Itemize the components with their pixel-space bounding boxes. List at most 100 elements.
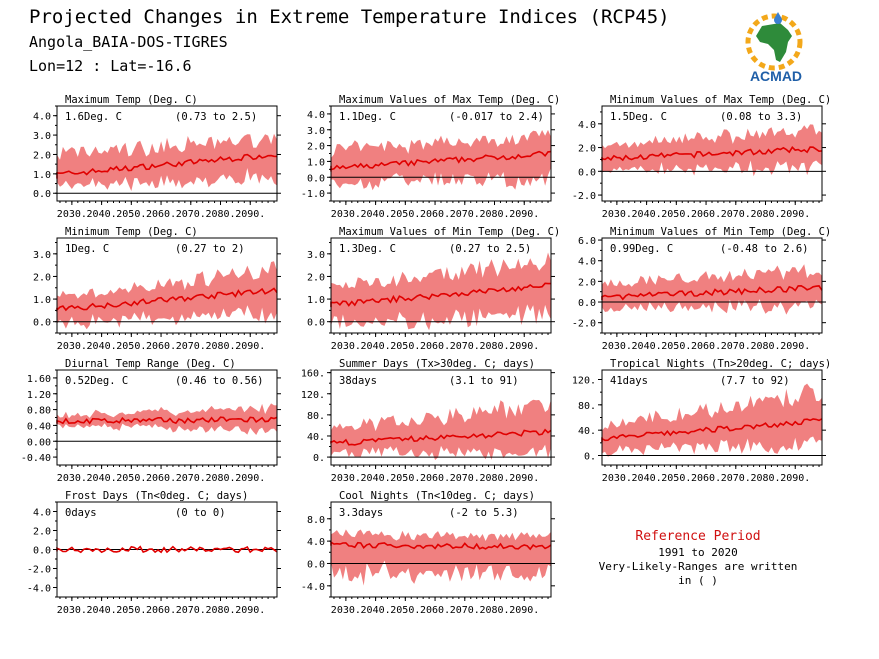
likely-range-label: (0.73 to 2.5) [175,111,257,123]
mean-change-label: 0.52Deg. C [65,375,128,387]
x-tick-label: 2050. [390,473,420,484]
chart-title: Cool Nights (Tn<10deg. C; days) [339,490,535,502]
chart-title: Minimum Values of Min Temp (Deg. C) [610,226,831,238]
reference-title: Reference Period [635,529,761,544]
mean-line [56,287,278,312]
chart-title: Diurnal Temp Range (Deg. C) [65,358,236,370]
chart-panel: -2.0 0.0 2.0 4.0 6.0 2030. 2040. 2050. 2060. 2070… [572,226,831,352]
y-tick-label: -4.0 [301,582,325,593]
x-tick-label: 2070. [721,209,751,220]
y-tick-label: 3.0 [33,131,51,142]
y-tick-label: 2.0 [33,150,51,161]
acmad-logo: ACMAD [736,8,816,86]
chart-panel: 0. 40. 80. 120. 2030. 2040. 2050. 2060. 2070. 208… [572,358,831,484]
y-tick-label: 0.0 [33,189,51,200]
y-tick-label: 0.0 [578,167,596,178]
y-tick-label: 2.0 [578,144,596,155]
x-tick-label: 2060. [420,605,450,616]
mean-line [330,282,551,308]
y-tick-label: 4.0 [578,257,596,268]
y-tick-label: 4.0 [33,112,51,123]
x-tick-label: 2040. [87,473,117,484]
reference-note: Very-Likely-Ranges are written in ( ) [598,560,798,587]
y-tick-label: 80. [578,401,596,412]
x-tick-label: 2090. [235,605,265,616]
y-tick-label: -2.0 [27,565,51,576]
chart-title: Minimum Temp (Deg. C) [65,226,198,238]
chart-title: Summer Days (Tx>30deg. C; days) [339,358,535,370]
x-tick-label: 2030. [57,209,87,220]
range-band [57,403,277,435]
x-tick-label: 2080. [479,605,509,616]
y-tick-label: 1.20 [27,390,51,401]
y-tick-label: 2.0 [578,277,596,288]
x-tick-label: 2050. [661,209,691,220]
x-tick-label: 2050. [390,209,420,220]
x-tick-label: 2060. [691,473,721,484]
likely-range-label: (0 to 0) [175,507,226,519]
likely-range-label: (0.27 to 2) [175,243,245,255]
x-tick-label: 2070. [176,605,206,616]
y-tick-label: 0.80 [27,406,51,417]
x-tick-label: 2040. [361,473,391,484]
range-band [331,529,551,586]
x-tick-label: 2070. [450,605,480,616]
x-tick-label: 2040. [632,209,662,220]
x-tick-label: 2060. [146,605,176,616]
chart-title: Frost Days (Tn<0deg. C; days) [65,490,248,502]
chart-title: Maximum Values of Min Temp (Deg. C) [339,226,560,238]
chart-title: Maximum Temp (Deg. C) [65,94,198,106]
x-tick-label: 2060. [420,341,450,352]
y-tick-label: -2.0 [572,191,596,202]
mean-line [56,153,278,179]
chart-panel: -4.0 -2.0 0.0 2.0 4.0 2030. 2040. 2050. 2060. 207… [27,490,281,616]
x-tick-label: 2090. [780,341,810,352]
x-tick-label: 2070. [176,473,206,484]
mean-change-label: 1.1Deg. C [339,111,396,123]
x-tick-label: 2090. [509,341,539,352]
mean-change-label: 3.3days [339,507,383,519]
mean-change-label: 1Deg. C [65,243,109,255]
y-tick-label: 0.00 [27,437,51,448]
logo-text: ACMAD [750,68,802,84]
chart-panel: 0.0 1.0 2.0 3.0 2030. 2040. 2050. 2060. 2070. 208… [307,226,560,352]
y-tick-label: 1.0 [307,157,325,168]
y-tick-label: 40. [578,426,596,437]
y-tick-label: 2.0 [307,142,325,153]
y-tick-label: 0.40 [27,421,51,432]
chart-panel: 0.0 1.0 2.0 3.0 4.0 2030. 2040. 2050. 2060. 2070.… [33,94,281,220]
y-tick-label: -1.0 [301,189,325,200]
y-tick-label: 0.0 [307,318,325,329]
x-tick-label: 2060. [420,209,450,220]
x-tick-label: 2030. [602,473,632,484]
x-tick-label: 2060. [146,341,176,352]
page-title: Projected Changes in Extreme Temperature… [29,6,670,28]
mean-line [601,284,823,301]
x-tick-label: 2040. [87,341,117,352]
x-tick-label: 2080. [479,341,509,352]
y-tick-label: 4.0 [307,110,325,121]
y-tick-label: 4.0 [33,508,51,519]
chart-panel: 0. 40. 80. 120. 160. 2030. 2040. 2050. 2060. 2070… [301,358,555,484]
x-tick-label: 2030. [331,209,361,220]
likely-range-label: (-2 to 5.3) [449,507,519,519]
x-tick-label: 2030. [331,605,361,616]
mean-line [601,146,823,162]
y-tick-label: 120. [572,376,596,387]
x-tick-label: 2080. [479,209,509,220]
x-tick-label: 2040. [361,209,391,220]
likely-range-label: (0.27 to 2.5) [449,243,531,255]
x-tick-label: 2070. [176,341,206,352]
x-tick-label: 2040. [632,473,662,484]
mean-change-label: 1.3Deg. C [339,243,396,255]
x-tick-label: 2090. [509,209,539,220]
chart-title: Maximum Values of Max Temp (Deg. C) [339,94,560,106]
mean-line [56,545,278,554]
mean-change-label: 0.99Deg. C [610,243,673,255]
mean-line [601,418,823,443]
x-tick-label: 2080. [205,473,235,484]
x-tick-label: 2030. [57,605,87,616]
range-band [57,261,277,330]
x-tick-label: 2090. [235,473,265,484]
